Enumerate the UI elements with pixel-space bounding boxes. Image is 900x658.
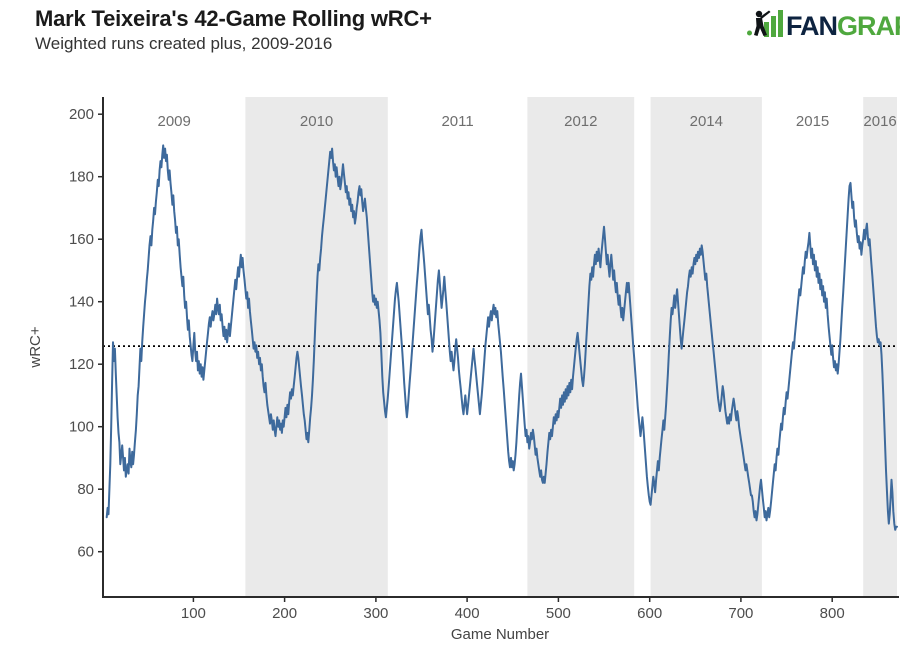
x-tick-label: 700 [728, 605, 753, 622]
y-tick-label: 80 [77, 481, 94, 498]
y-axis-title: wRC+ [27, 326, 44, 368]
title-block: Mark Teixeira's 42-Game Rolling wRC+ Wei… [35, 6, 432, 54]
x-tick-label: 600 [637, 605, 662, 622]
x-axis-title: Game Number [451, 626, 549, 643]
fangraphs-logo: FAN GRAPHS [747, 9, 900, 42]
page-title: Mark Teixeira's 42-Game Rolling wRC+ [35, 6, 432, 31]
year-label-2009: 2009 [158, 113, 191, 130]
y-tick-label: 60 [77, 544, 94, 561]
fangraphs-batter-bars-icon [747, 9, 786, 42]
x-tick-label: 500 [546, 605, 571, 622]
y-tick-label: 160 [69, 231, 94, 248]
year-label-2014: 2014 [690, 113, 723, 130]
year-band-2014 [650, 97, 762, 597]
year-label-2010: 2010 [300, 113, 333, 130]
year-band-2012 [527, 97, 635, 597]
y-tick-label: 100 [69, 419, 94, 436]
series-line [105, 144, 898, 531]
y-tick-label: 200 [69, 106, 94, 123]
y-tick-label: 140 [69, 294, 94, 311]
x-tick-label: 100 [181, 605, 206, 622]
logo-text-fan: FAN [786, 10, 838, 41]
year-label-2016: 2016 [863, 113, 896, 130]
x-tick-label: 200 [272, 605, 297, 622]
x-tick-label: 400 [455, 605, 480, 622]
year-label-2015: 2015 [796, 113, 829, 130]
year-label-2012: 2012 [564, 113, 597, 130]
page-subtitle: Weighted runs created plus, 2009-2016 [35, 34, 333, 53]
x-tick-label: 800 [820, 605, 845, 622]
y-tick-label: 120 [69, 356, 94, 373]
year-band-2010 [245, 97, 388, 597]
x-tick-label: 300 [363, 605, 388, 622]
logo-text-graphs: GRAPHS [837, 10, 900, 41]
year-label-2011: 2011 [441, 113, 473, 130]
y-tick-label: 180 [69, 169, 94, 186]
